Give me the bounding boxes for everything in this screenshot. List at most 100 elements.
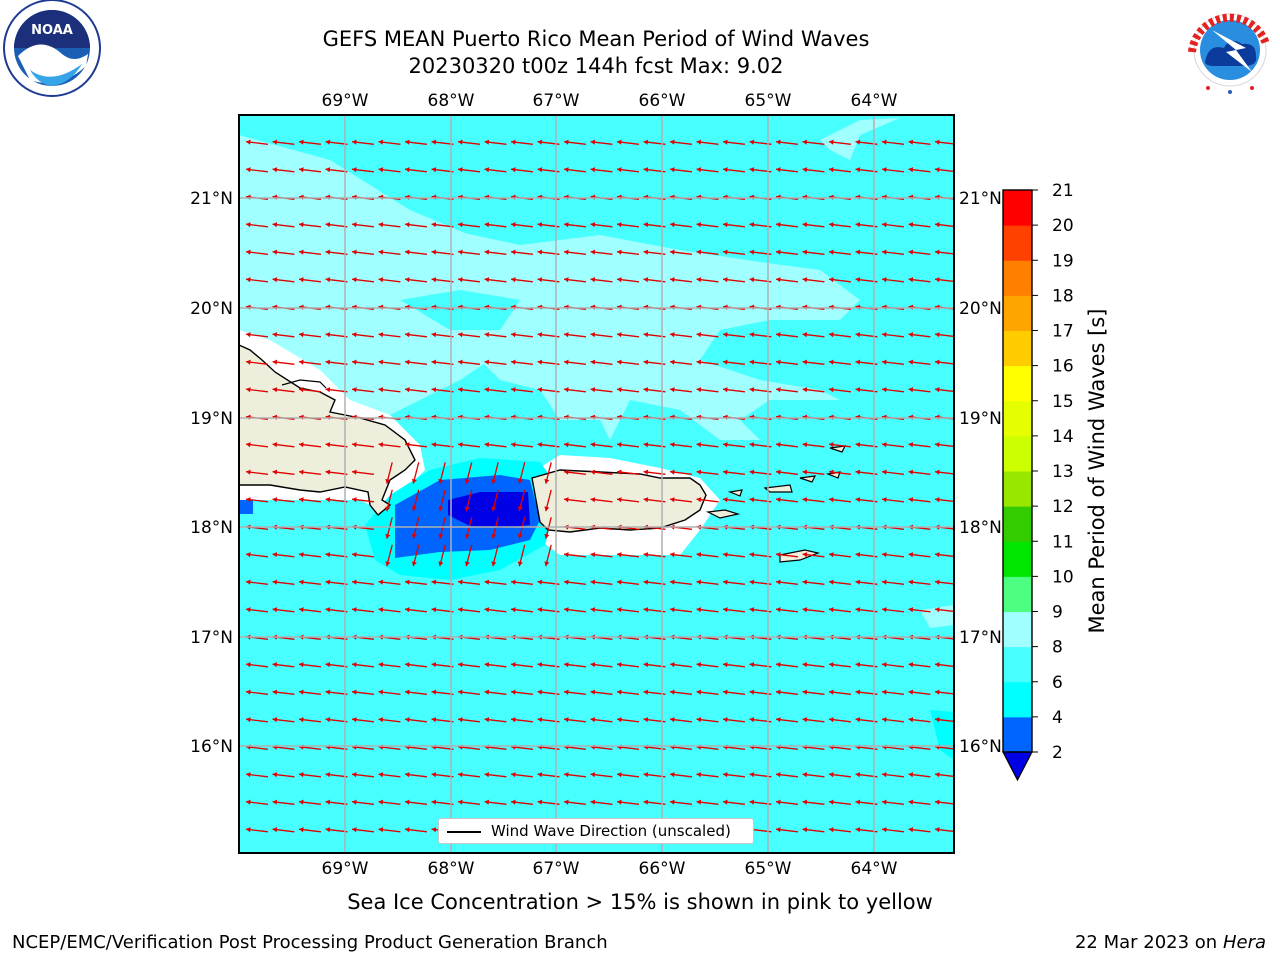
- wave-direction-arrowhead: [537, 387, 543, 393]
- colorbar-label: Mean Period of Wind Waves [s]: [1085, 309, 1109, 634]
- wave-direction-arrowhead: [405, 387, 410, 393]
- wave-direction-arrowhead: [458, 249, 463, 255]
- wave-direction-arrowhead: [464, 478, 470, 484]
- wave-direction-arrowhead: [246, 579, 251, 585]
- wave-direction-arrowhead: [272, 717, 278, 723]
- wave-direction-arrowhead: [935, 222, 940, 228]
- wave-direction-arrowhead: [670, 469, 675, 475]
- virgin-islands: [779, 549, 821, 563]
- wave-direction-arrowhead: [723, 249, 728, 255]
- period-8-9-region: [239, 170, 860, 440]
- wave-direction-arrowhead: [458, 579, 463, 585]
- wave-direction-arrowhead: [670, 552, 675, 558]
- wave-direction-arrowhead: [325, 332, 331, 338]
- wave-direction-arrowhead: [723, 607, 728, 613]
- wave-direction-arrowhead: [246, 387, 251, 393]
- wave-direction-arrowhead: [696, 249, 702, 255]
- wave-direction-arrowhead: [431, 689, 437, 695]
- wave-direction-arrowhead: [564, 579, 569, 585]
- wave-direction-arrowhead: [723, 167, 728, 173]
- wave-direction-arrowhead: [352, 689, 357, 695]
- wave-direction-arrowhead: [299, 799, 304, 805]
- wave-direction-arrowhead: [431, 717, 437, 723]
- wave-direction-arrowhead: [829, 772, 834, 778]
- wave-direction-arrowhead: [272, 772, 278, 778]
- colorbar-tick-label: 12: [1052, 497, 1074, 517]
- wave-direction-arrowhead: [855, 469, 861, 475]
- wave-direction-arrowhead: [855, 717, 861, 723]
- wave-direction-arrowhead: [617, 579, 622, 585]
- virgin-islands: [799, 475, 817, 483]
- colorbar-segment: [1003, 716, 1032, 753]
- wave-direction-arrowhead: [484, 167, 490, 173]
- colorbar-segment: [1003, 681, 1032, 718]
- lat-tick-right: 17°N: [959, 628, 1002, 648]
- colorbar-segment: [1003, 365, 1032, 402]
- wave-direction-arrowhead: [431, 579, 437, 585]
- wave-direction-arrowhead: [829, 442, 834, 448]
- wave-direction-arrowhead: [882, 277, 887, 283]
- wave-direction-arrowhead: [882, 772, 887, 778]
- wave-direction-arrowhead: [564, 552, 569, 558]
- wave-direction-arrowhead: [935, 332, 940, 338]
- wave-direction-arrowhead: [458, 222, 463, 228]
- wave-direction-arrowhead: [723, 497, 728, 503]
- virgin-islands: [705, 509, 741, 519]
- colorbar-tick-label: 2: [1052, 743, 1063, 763]
- wave-direction-arrowhead: [617, 469, 622, 475]
- wave-direction-arrowhead: [802, 442, 808, 448]
- wave-direction-arrowhead: [696, 717, 702, 723]
- wave-direction-arrowhead: [405, 167, 410, 173]
- wave-direction-arrowhead: [325, 359, 331, 365]
- wave-direction-arrowhead: [723, 277, 728, 283]
- wave-direction-arrowhead: [352, 772, 357, 778]
- wave-direction-arrowhead: [802, 167, 808, 173]
- wave-direction-arrowhead: [431, 442, 437, 448]
- wave-direction-arrowhead: [670, 359, 675, 365]
- wave-direction-arrowhead: [325, 497, 331, 503]
- wave-direction-arrowhead: [696, 469, 702, 475]
- anguilla-island: [829, 445, 847, 453]
- wave-direction-arrowhead: [458, 332, 463, 338]
- wave-direction-arrowhead: [670, 249, 675, 255]
- lon-tick-bottom: 69°W: [322, 859, 369, 879]
- wave-direction-arrowhead: [352, 799, 357, 805]
- wave-direction-arrowhead: [617, 359, 622, 365]
- wave-direction-arrowhead: [643, 359, 649, 365]
- wave-direction-arrowhead: [484, 689, 490, 695]
- lat-tick-left: 20°N: [190, 299, 233, 319]
- wave-direction-arrowhead: [537, 277, 543, 283]
- wave-direction-arrowhead: [617, 552, 622, 558]
- wave-direction-arrowhead: [537, 689, 543, 695]
- wave-direction-arrowhead: [511, 277, 516, 283]
- wave-direction-arrowhead: [590, 552, 596, 558]
- colorbar-segment: [1003, 576, 1032, 612]
- wave-direction-arrowhead: [829, 277, 834, 283]
- wave-direction-arrowhead: [564, 772, 569, 778]
- wave-direction-arrowhead: [802, 139, 808, 145]
- wave-direction-arrowhead: [458, 799, 463, 805]
- wave-direction-arrowhead: [749, 387, 755, 393]
- wave-direction-arrowhead: [325, 827, 331, 833]
- lon-tick-bottom: 64°W: [851, 859, 898, 879]
- wave-direction-arrowhead: [325, 552, 331, 558]
- wave-direction-arrowhead: [749, 139, 755, 145]
- wave-direction-arrowhead: [411, 561, 417, 567]
- wave-direction-arrowhead: [776, 442, 781, 448]
- wave-direction-arrowhead: [385, 506, 391, 512]
- wave-direction-arrowhead: [537, 332, 543, 338]
- wave-direction-arrowhead: [378, 139, 384, 145]
- wave-direction-arrowhead: [537, 717, 543, 723]
- wave-direction-arrowhead: [246, 552, 251, 558]
- wave-direction-arrowhead: [617, 222, 622, 228]
- wave-direction-arrowhead: [749, 799, 755, 805]
- wave-direction-arrowhead: [405, 332, 410, 338]
- wave-direction-arrowhead: [590, 607, 596, 613]
- wave-direction-arrowhead: [405, 442, 410, 448]
- wave-direction-arrowhead: [385, 478, 391, 484]
- wave-direction-arrowhead: [670, 139, 675, 145]
- wave-direction-arrowhead: [802, 332, 808, 338]
- noaa-logo: NOAA: [3, 0, 101, 97]
- wave-direction-arrowhead: [935, 442, 940, 448]
- wave-direction-arrowhead: [776, 799, 781, 805]
